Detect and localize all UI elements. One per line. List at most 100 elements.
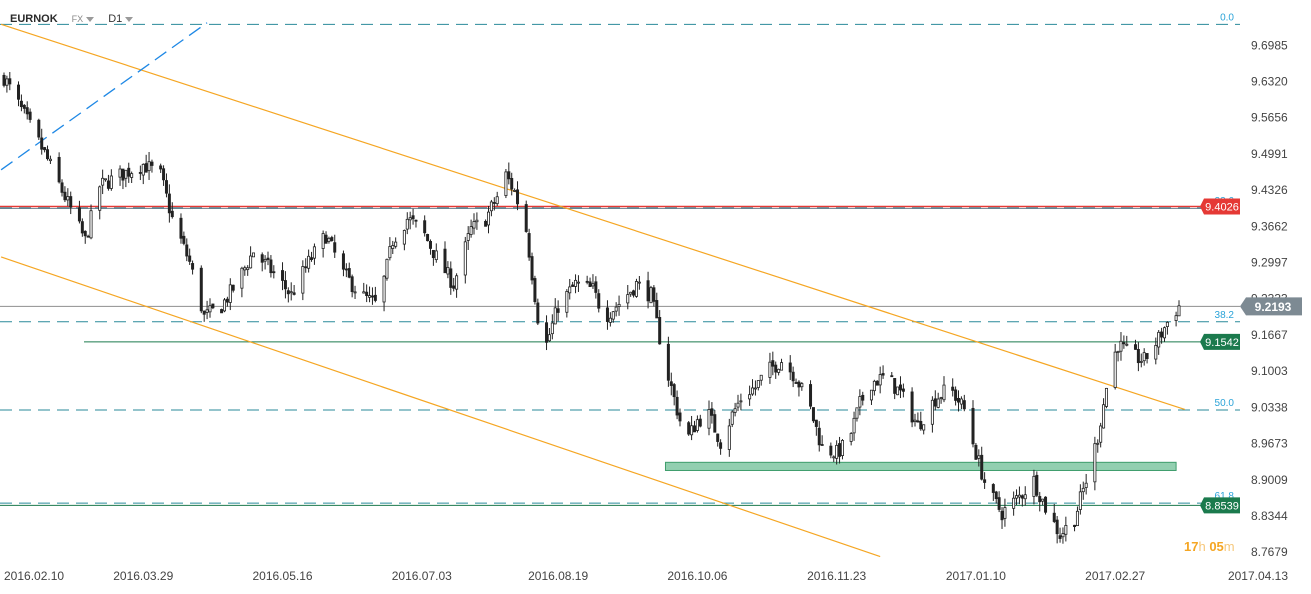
candle-body bbox=[980, 454, 984, 480]
candle bbox=[997, 491, 1001, 513]
candle bbox=[617, 295, 621, 316]
candle bbox=[1075, 506, 1079, 527]
candle-body bbox=[28, 111, 32, 120]
candle bbox=[1015, 489, 1019, 506]
candle bbox=[852, 411, 856, 441]
candle bbox=[716, 433, 720, 447]
candle-body bbox=[855, 407, 859, 419]
candle bbox=[109, 169, 113, 191]
candle-body bbox=[1162, 327, 1166, 339]
candle bbox=[553, 298, 557, 325]
x-tick-label-3: 2016.07.03 bbox=[392, 569, 452, 583]
candle bbox=[727, 418, 731, 457]
candle bbox=[692, 420, 696, 433]
candle bbox=[426, 233, 430, 242]
candle-body bbox=[530, 256, 534, 281]
candle bbox=[930, 396, 934, 433]
candle bbox=[942, 376, 946, 403]
candle bbox=[1160, 327, 1164, 344]
candle bbox=[896, 386, 900, 396]
candle-body bbox=[655, 300, 659, 319]
candle bbox=[2, 72, 6, 88]
candle-body bbox=[426, 234, 430, 242]
candle bbox=[159, 163, 163, 173]
candle-body bbox=[835, 444, 839, 459]
candle-body bbox=[510, 177, 514, 190]
candle bbox=[1162, 326, 1166, 342]
candle-body bbox=[727, 425, 731, 450]
candle bbox=[959, 396, 963, 409]
candle bbox=[281, 262, 285, 291]
candle bbox=[202, 310, 206, 322]
candle-body bbox=[365, 291, 369, 297]
trend-line-1 bbox=[0, 256, 881, 558]
candle-body bbox=[333, 242, 337, 253]
candle-body bbox=[382, 275, 386, 303]
candle-body bbox=[516, 189, 520, 205]
candle bbox=[800, 382, 804, 391]
candle bbox=[1020, 494, 1024, 507]
candle-body bbox=[281, 270, 285, 281]
candle bbox=[472, 213, 476, 235]
candle bbox=[80, 218, 84, 237]
candle bbox=[492, 197, 496, 211]
candle-body bbox=[585, 280, 589, 283]
candle-body bbox=[962, 400, 966, 410]
x-tick-label-5: 2016.10.06 bbox=[667, 569, 727, 583]
current-price-badge-label: 9.2193 bbox=[1255, 300, 1292, 314]
candle-body bbox=[977, 455, 981, 459]
candle-body bbox=[814, 419, 818, 427]
level-price-badge-1-bg bbox=[1200, 333, 1240, 350]
candle-body bbox=[449, 268, 453, 288]
candle bbox=[106, 174, 110, 191]
candle-body bbox=[777, 368, 781, 373]
candle-body bbox=[771, 360, 775, 367]
level-price-badge-2: 8.8539 bbox=[1200, 497, 1240, 514]
candle-body bbox=[98, 186, 102, 211]
candle-body bbox=[719, 442, 723, 449]
timeframe-dropdown-chevron-icon[interactable] bbox=[125, 16, 134, 22]
candle bbox=[626, 284, 630, 310]
candle-body bbox=[852, 417, 856, 434]
candle-body bbox=[591, 283, 595, 287]
candle-body bbox=[292, 292, 296, 295]
candle bbox=[475, 212, 479, 230]
candle bbox=[881, 365, 885, 379]
fib-level-label-3: 50.0 bbox=[1215, 398, 1235, 409]
market-dropdown-chevron-icon[interactable] bbox=[86, 16, 95, 22]
candle bbox=[513, 188, 517, 192]
y-tick-label-14: 8.7679 bbox=[1251, 545, 1288, 559]
candle-body bbox=[1102, 404, 1106, 429]
candle bbox=[304, 258, 308, 273]
candle bbox=[733, 402, 737, 417]
candle-body bbox=[220, 309, 224, 314]
candle-body bbox=[1081, 487, 1085, 493]
candle-body bbox=[574, 279, 578, 287]
candle-body bbox=[312, 246, 316, 259]
candle-body bbox=[780, 362, 784, 371]
candle bbox=[875, 380, 879, 386]
timer-minutes-unit: m bbox=[1223, 539, 1235, 554]
support-zone bbox=[664, 461, 1177, 471]
candle-body bbox=[130, 173, 134, 178]
candle-body bbox=[373, 294, 377, 301]
x-tick-label-0: 2016.02.10 bbox=[4, 569, 64, 583]
candle-body bbox=[1154, 344, 1158, 360]
candle bbox=[495, 191, 499, 207]
candle bbox=[678, 408, 682, 427]
candle-body bbox=[875, 380, 879, 386]
candle-body bbox=[205, 309, 209, 313]
candle bbox=[962, 394, 966, 412]
candle-body bbox=[1096, 442, 1100, 445]
candle bbox=[614, 302, 618, 317]
candle-body bbox=[121, 168, 125, 181]
candle bbox=[147, 151, 151, 180]
candle-body bbox=[1157, 331, 1161, 348]
candle-body bbox=[751, 387, 755, 395]
y-tick-label-9: 9.1003 bbox=[1251, 364, 1288, 378]
candle bbox=[759, 374, 763, 386]
candle-body bbox=[492, 202, 496, 204]
candle bbox=[37, 118, 41, 140]
candle bbox=[1081, 481, 1085, 500]
